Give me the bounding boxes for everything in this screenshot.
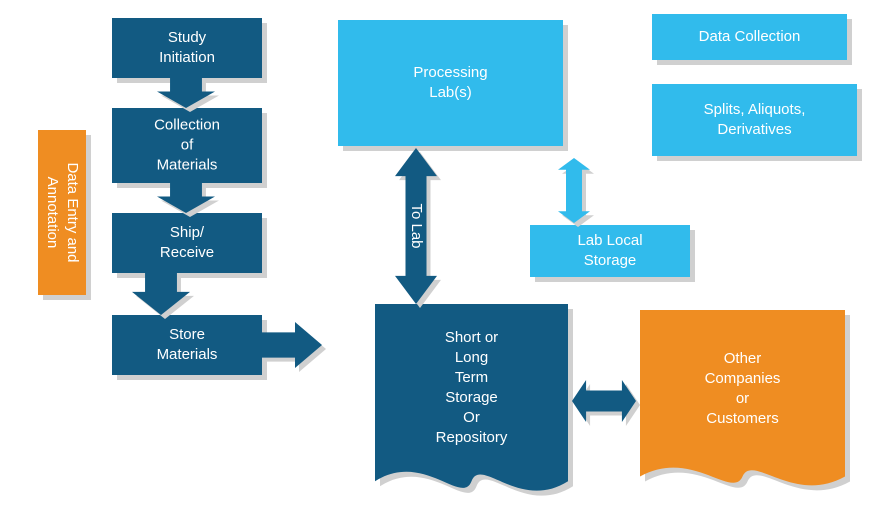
collection-label-line: of	[181, 136, 194, 153]
storage-label-line: Repository	[436, 429, 508, 446]
splits-label-line: Derivatives	[717, 121, 791, 138]
customers-label-line: Other	[724, 350, 762, 367]
processing-label-line: Processing	[413, 64, 487, 81]
a5-label: To Lab	[408, 203, 425, 248]
storage-label-line: Short or	[445, 329, 498, 346]
storage-label-line: Long	[455, 349, 488, 366]
processing-label-line: Lab(s)	[429, 84, 472, 101]
customers-label-line: Companies	[705, 370, 781, 387]
datacoll-label: Data Collection	[699, 28, 801, 45]
store-label-line: Store	[169, 326, 205, 343]
storage-label-line: Term	[455, 369, 488, 386]
shipreceive-label-line: Receive	[160, 244, 214, 261]
collection-label-line: Materials	[157, 156, 218, 173]
datacoll-label-line: Data Collection	[699, 28, 801, 45]
deanno-label-line: Annotation	[44, 177, 61, 249]
customers-label-line: or	[736, 390, 749, 407]
storage-label-line: Or	[463, 409, 480, 426]
store-label-line: Materials	[157, 346, 218, 363]
lablocal-label-line: Lab Local	[577, 232, 642, 249]
customers-label-line: Customers	[706, 410, 779, 427]
lablocal-label-line: Storage	[584, 252, 637, 269]
collection-label-line: Collection	[154, 116, 220, 133]
deanno-label-line: Data Entry and	[64, 162, 81, 262]
study-label-line: Study	[168, 29, 207, 46]
study-label-line: Initiation	[159, 49, 215, 66]
a3	[132, 273, 190, 315]
shipreceive-label-line: Ship/	[170, 224, 205, 241]
splits-label-line: Splits, Aliquots,	[704, 101, 806, 118]
storage-label-line: Storage	[445, 389, 498, 406]
